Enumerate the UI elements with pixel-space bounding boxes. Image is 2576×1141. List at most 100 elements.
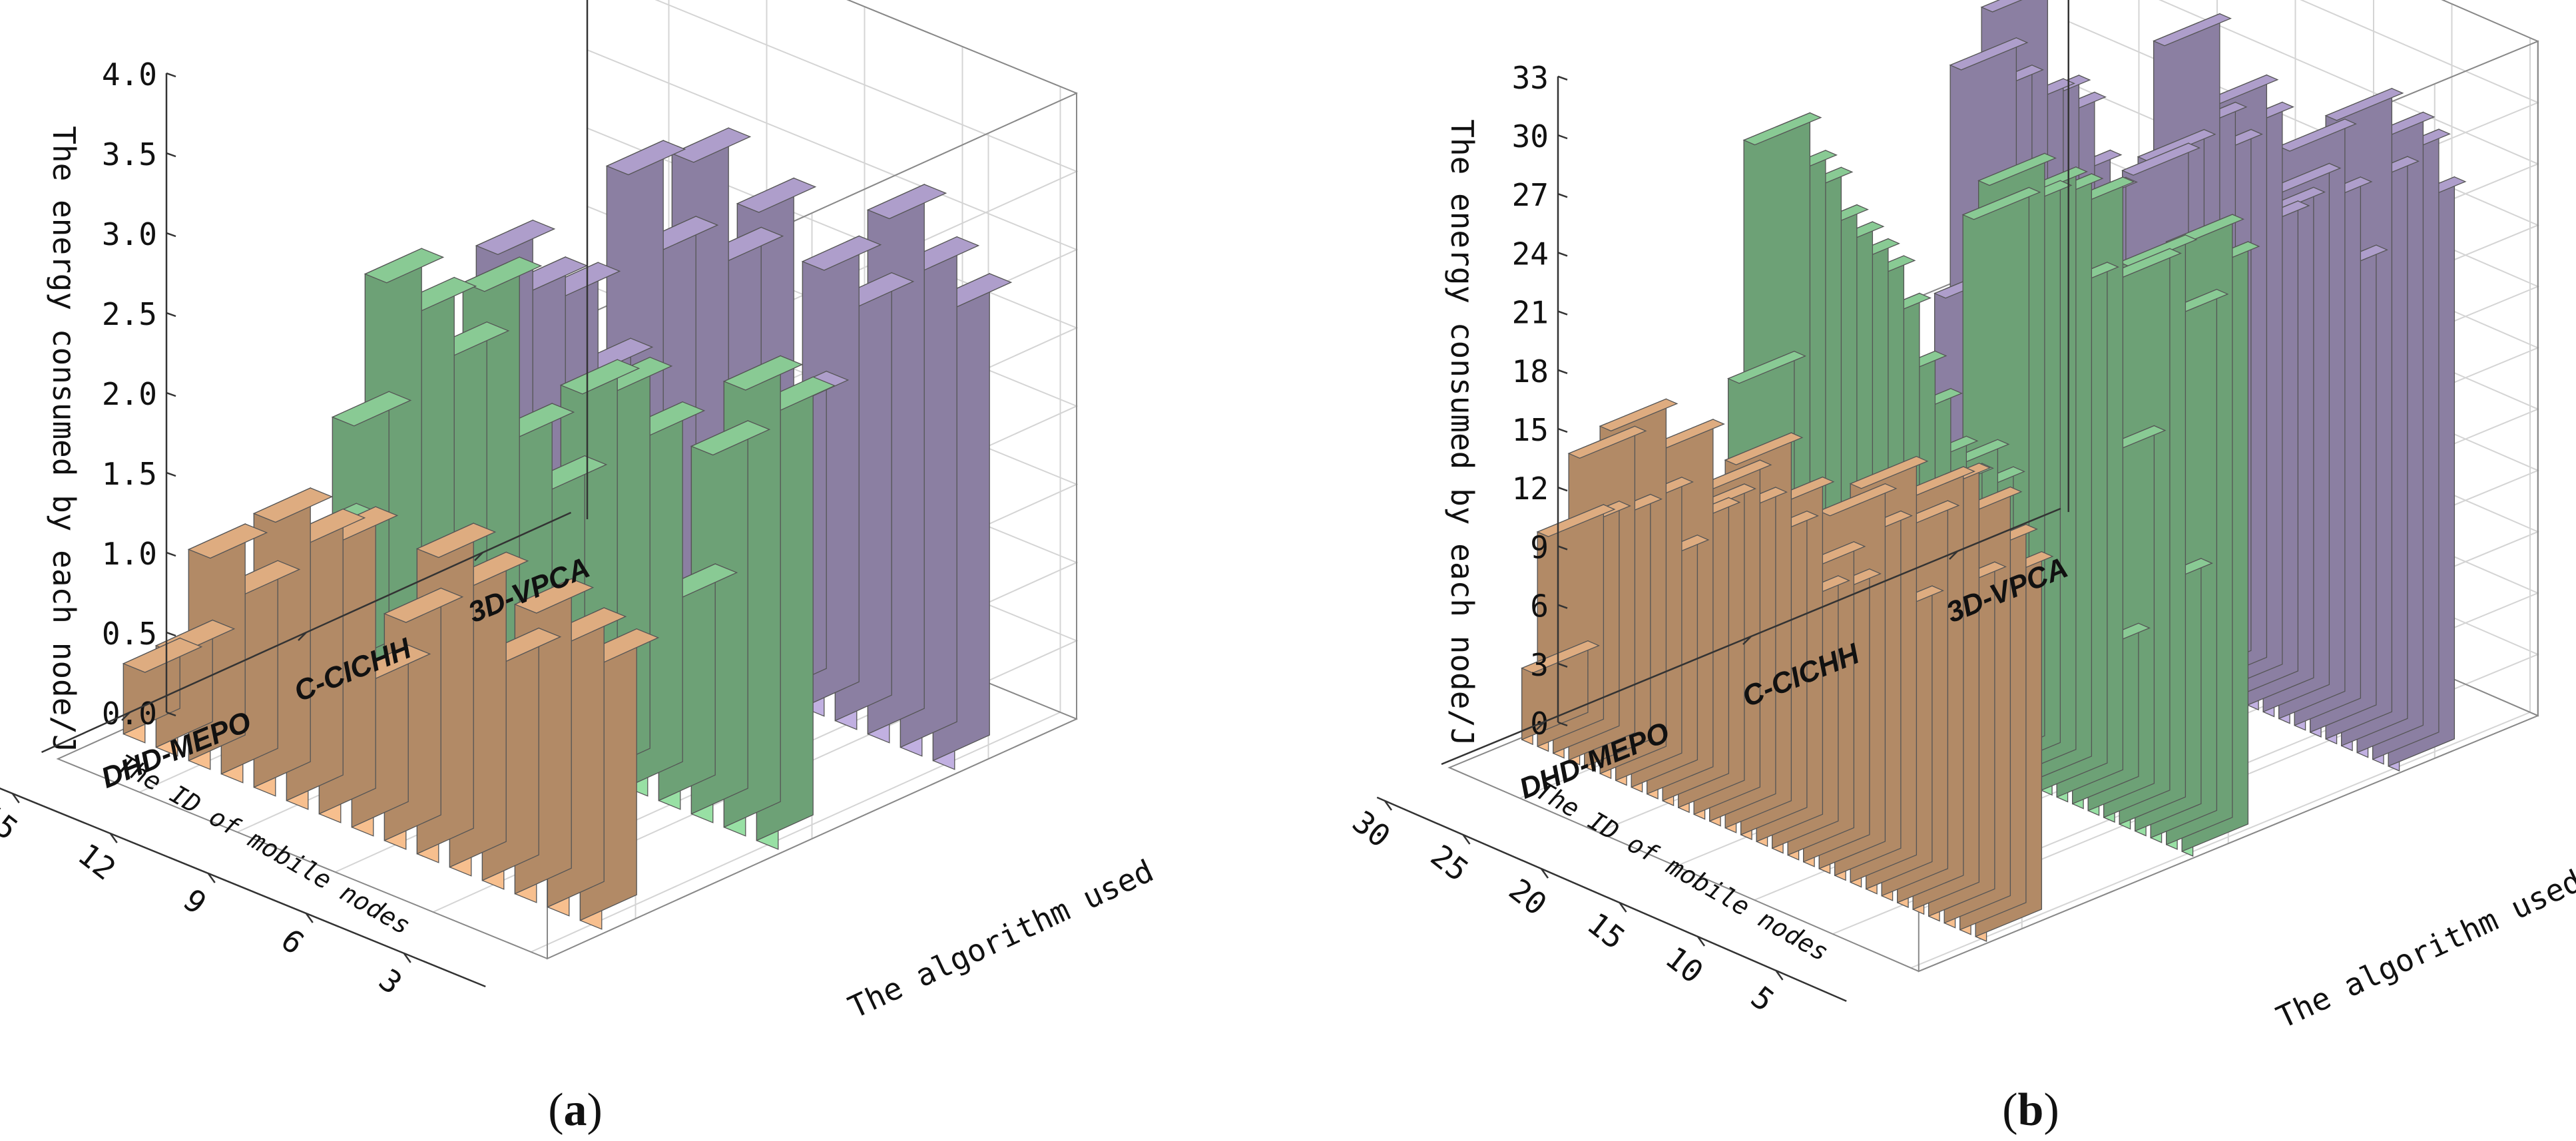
z-tick-label: 9 bbox=[1530, 529, 1549, 565]
x-tick bbox=[403, 953, 411, 963]
bar-top bbox=[866, 184, 947, 220]
x-tick-label: 30 bbox=[1346, 803, 1397, 855]
z-tick bbox=[1557, 604, 1568, 609]
z-tick-label: 4.0 bbox=[102, 57, 157, 93]
x-axis-line bbox=[1376, 796, 1847, 1003]
z-tick-label: 21 bbox=[1512, 295, 1549, 331]
z-tick-label: 2.5 bbox=[102, 296, 157, 332]
y-tick bbox=[474, 552, 483, 561]
z-tick-label: 1.0 bbox=[102, 536, 157, 572]
x-tick-label: 20 bbox=[1502, 871, 1553, 923]
z-tick-label: 3.5 bbox=[102, 136, 157, 172]
z-tick bbox=[166, 72, 176, 78]
y-tick bbox=[298, 632, 307, 641]
bar-top bbox=[1961, 186, 2041, 220]
z-tick-label: 2.0 bbox=[102, 376, 157, 412]
y-tick bbox=[1536, 721, 1545, 730]
z-tick bbox=[166, 391, 176, 397]
z-tick bbox=[166, 152, 176, 158]
y-axis-title: The algorithm used bbox=[843, 853, 1159, 1026]
bar-top bbox=[670, 127, 752, 163]
z-tick bbox=[166, 631, 176, 637]
z-tick-label: 6 bbox=[1530, 588, 1549, 624]
bar-top bbox=[1977, 152, 2057, 186]
x-tick bbox=[11, 793, 20, 803]
bar-top bbox=[364, 248, 445, 284]
bar-top bbox=[2324, 88, 2404, 121]
z-tick-label: 3.0 bbox=[102, 216, 157, 252]
x-tick-label: 15 bbox=[0, 796, 25, 847]
bar-top bbox=[513, 578, 595, 614]
caption-b-letter: b bbox=[2018, 1084, 2044, 1136]
bars-a bbox=[122, 127, 1013, 930]
bar-top bbox=[801, 235, 882, 271]
z-tick-label: 30 bbox=[1512, 118, 1549, 154]
x-tick bbox=[1696, 936, 1706, 947]
z-axis-title: The energy consumed by each node/J bbox=[1444, 119, 1480, 746]
z-tick-label: 3 bbox=[1530, 647, 1549, 683]
x-tick bbox=[1462, 834, 1471, 845]
y-tick bbox=[1949, 551, 1958, 560]
z-tick-label: 33 bbox=[1512, 60, 1549, 96]
bar-top bbox=[605, 140, 686, 176]
x-tick bbox=[109, 833, 118, 843]
bar-top bbox=[690, 420, 771, 456]
z-tick-label: 27 bbox=[1512, 177, 1549, 213]
bar-top bbox=[1727, 350, 1806, 384]
z-tick bbox=[166, 312, 176, 318]
x-tick-label: 9 bbox=[176, 882, 213, 922]
bar-top bbox=[383, 587, 464, 623]
z-axis-title: The energy consumed by each node/J bbox=[46, 126, 82, 753]
x-tick bbox=[1619, 902, 1627, 913]
bar-top bbox=[1536, 504, 1616, 537]
z-tick bbox=[166, 471, 176, 477]
caption-a: (a) bbox=[548, 1084, 603, 1136]
z-tick bbox=[1557, 369, 1568, 374]
bar-top bbox=[1567, 425, 1647, 459]
x-tick bbox=[1775, 970, 1784, 981]
y-tick bbox=[1742, 636, 1752, 645]
bar-top bbox=[1521, 640, 1600, 674]
bar-top bbox=[415, 523, 497, 559]
z-tick bbox=[166, 232, 176, 238]
z-tick bbox=[1557, 134, 1568, 140]
x-tick bbox=[1384, 800, 1393, 811]
bar-top bbox=[252, 487, 334, 523]
z-tick-label: 24 bbox=[1512, 236, 1549, 272]
caption-a-letter: a bbox=[564, 1084, 587, 1136]
z-tick bbox=[1557, 662, 1568, 668]
chart-panel-b: 03691215182124273033The energy consumed … bbox=[1346, 0, 2576, 1035]
x-tick-label: 12 bbox=[71, 836, 123, 887]
bar-top bbox=[331, 391, 412, 427]
z-tick bbox=[1557, 193, 1568, 198]
bar-top bbox=[475, 219, 556, 256]
bar-top bbox=[1849, 455, 1929, 489]
z-tick-label: 12 bbox=[1512, 471, 1549, 507]
bar-top bbox=[187, 523, 268, 559]
x-tick-label: 3 bbox=[372, 962, 409, 1002]
z-tick bbox=[1557, 427, 1568, 433]
grid-line-floor bbox=[531, 712, 1061, 953]
z-tick-label: 0.5 bbox=[102, 616, 157, 652]
z-tick-label: 15 bbox=[1512, 412, 1549, 448]
z-tick-label: 1.5 bbox=[102, 456, 157, 492]
x-tick-label: 15 bbox=[1581, 905, 1632, 957]
bar-top bbox=[1949, 37, 2029, 71]
bar-top bbox=[1599, 398, 1678, 432]
z-tick bbox=[1557, 487, 1568, 492]
bars-b bbox=[1521, 0, 2467, 942]
bar-top bbox=[722, 355, 804, 391]
z-tick bbox=[1557, 721, 1568, 727]
bar-top bbox=[2153, 13, 2232, 47]
x-tick bbox=[305, 913, 314, 923]
z-tick bbox=[1557, 545, 1568, 551]
bar-top bbox=[559, 359, 641, 395]
bar bbox=[1521, 640, 1600, 746]
bar-top bbox=[1724, 432, 1804, 465]
x-tick-label: 10 bbox=[1659, 939, 1710, 991]
x-tick bbox=[1540, 868, 1549, 879]
x-tick-label: 6 bbox=[274, 922, 311, 962]
bar-top bbox=[1742, 112, 1822, 146]
z-tick bbox=[1557, 75, 1568, 81]
